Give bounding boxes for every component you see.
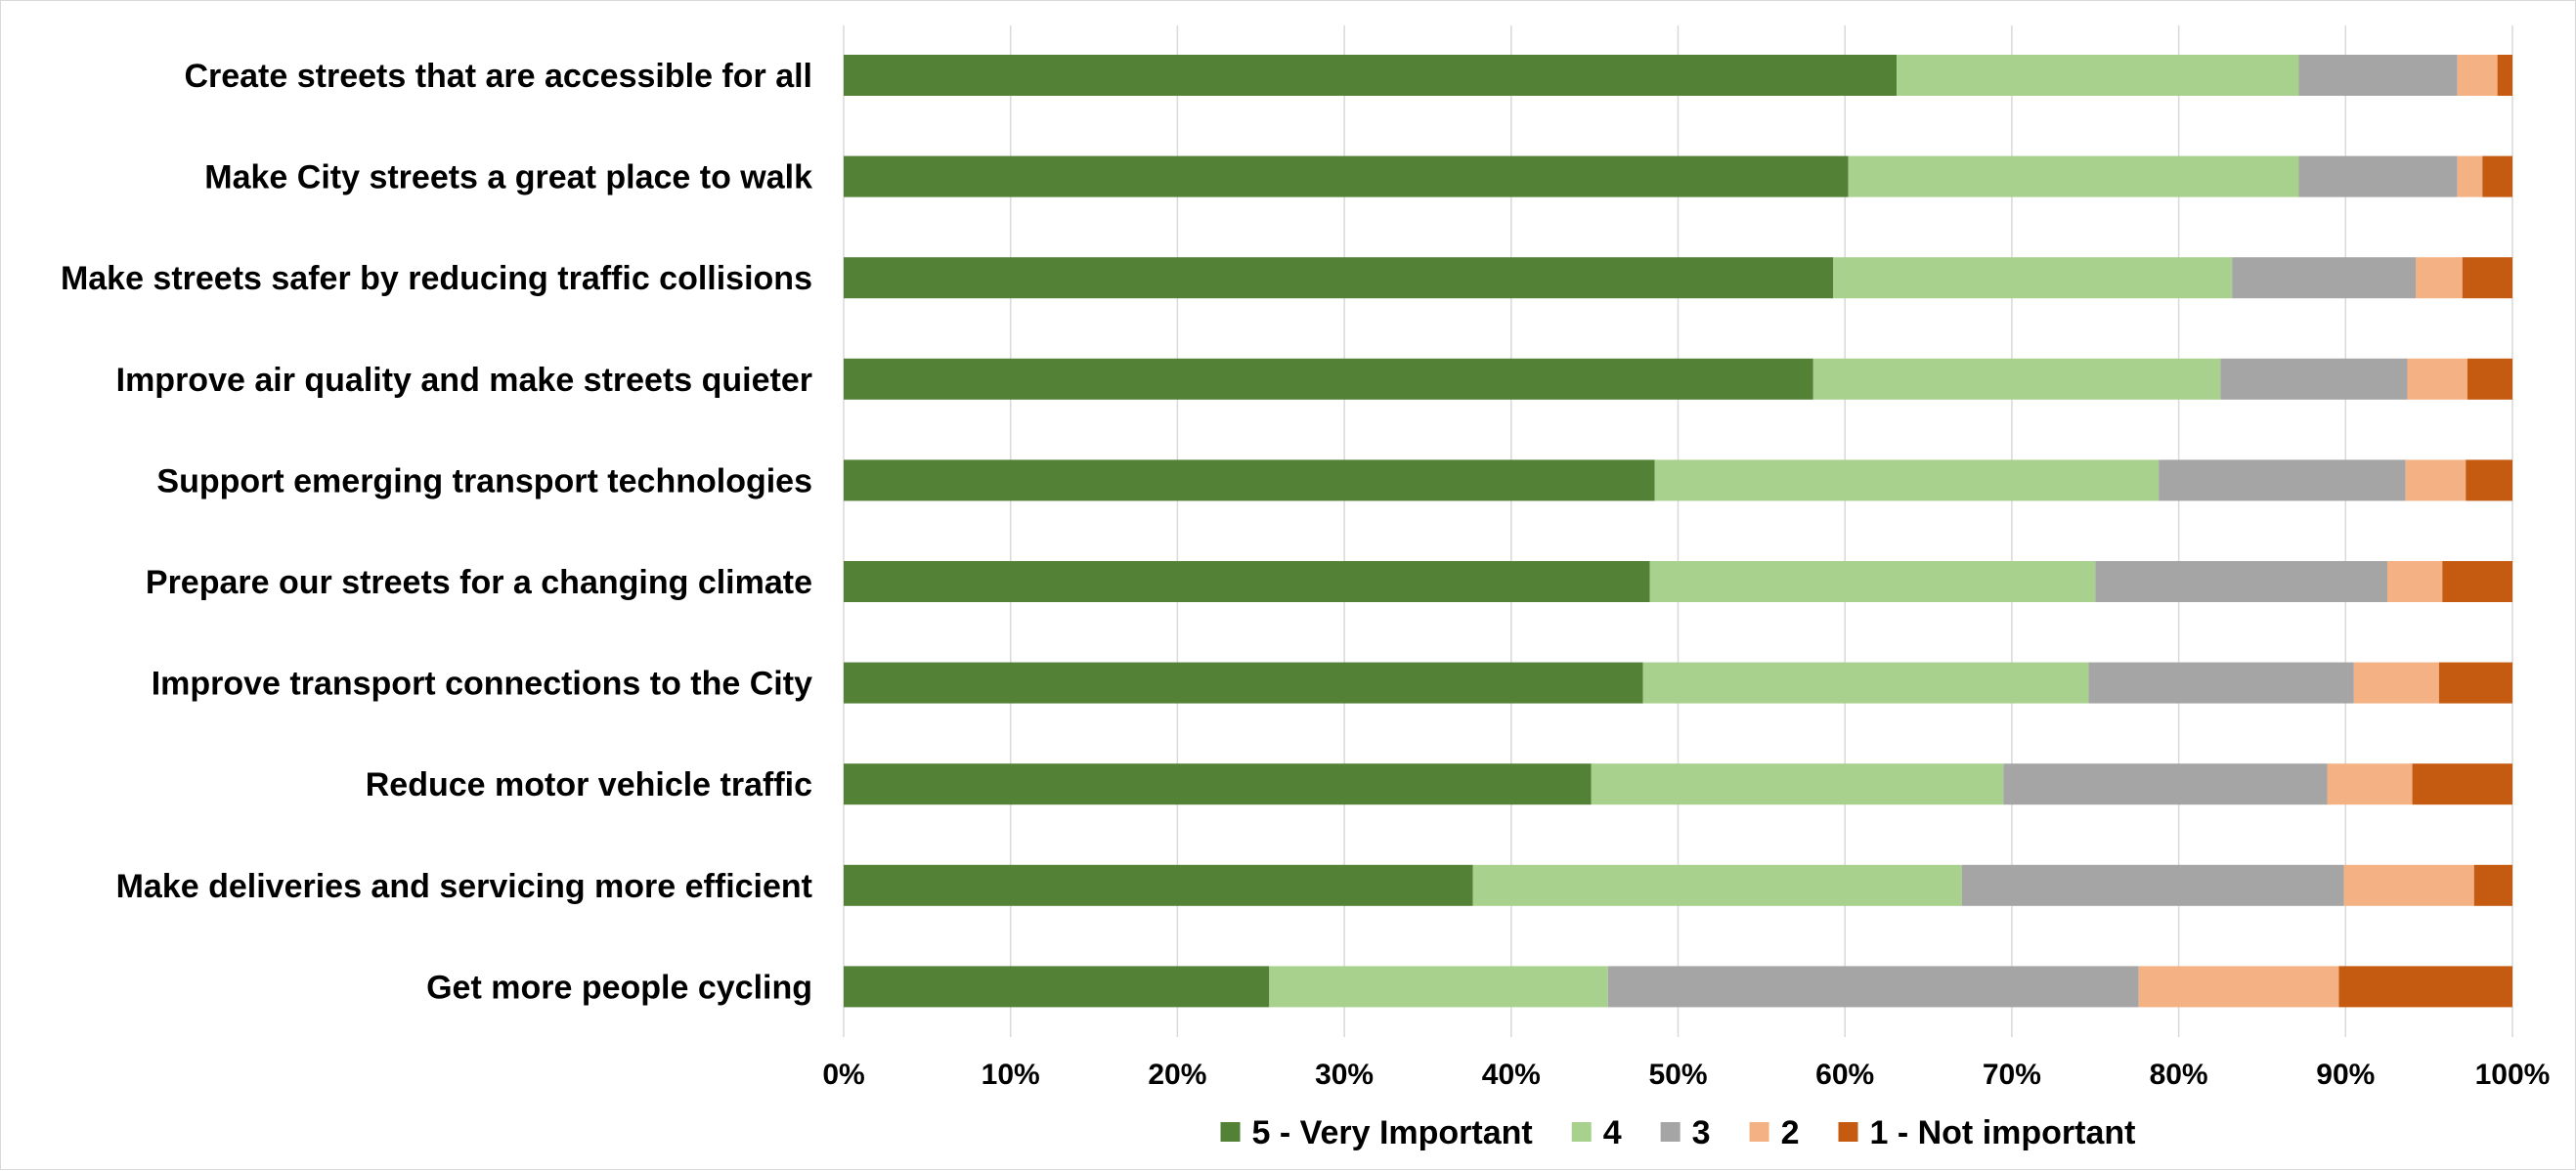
x-tick-label: 60%: [1815, 1059, 1874, 1091]
legend-label: 4: [1603, 1114, 1622, 1151]
category-label: Reduce motor vehicle traffic: [366, 766, 812, 803]
bar-segment: [844, 358, 1813, 400]
bar-segment: [2415, 257, 2463, 299]
bar-segment: [1654, 459, 2160, 501]
bar-segment: [2298, 155, 2458, 197]
legend-label: 2: [1781, 1114, 1800, 1151]
bar-segment: [844, 459, 1655, 501]
bar-segment: [2442, 561, 2512, 602]
category-label: Prepare our streets for a changing clima…: [146, 564, 812, 601]
bar-segment: [2473, 864, 2512, 906]
bar-segment: [2457, 155, 2483, 197]
x-tick-label: 0%: [822, 1059, 864, 1091]
bar-segment: [2327, 763, 2413, 805]
bar-segment: [1848, 155, 2299, 197]
bar-segment: [1607, 966, 2139, 1008]
x-tick-label: 70%: [1983, 1059, 2041, 1091]
legend-swatch: [1838, 1122, 1858, 1142]
bar-segment: [1472, 864, 1962, 906]
bar-segment: [2003, 763, 2328, 805]
bar-segment: [2467, 358, 2512, 400]
bar-segment: [1591, 763, 2004, 805]
bar-segment: [1897, 55, 2299, 96]
x-tick-label: 90%: [2316, 1059, 2375, 1091]
x-tick-label: 80%: [2150, 1059, 2208, 1091]
bar-segment: [2088, 662, 2354, 704]
category-labels: Create streets that are accessible for a…: [61, 58, 812, 1006]
bar-segment: [2159, 459, 2406, 501]
bar-segment: [844, 864, 1473, 906]
bar-segment: [2407, 358, 2467, 400]
bar-segment: [2438, 662, 2512, 704]
bar-segment: [2412, 763, 2512, 805]
x-tick-label: 40%: [1482, 1059, 1541, 1091]
bar-segment: [844, 257, 1834, 299]
bar-segment: [2482, 155, 2512, 197]
category-label: Make City streets a great place to walk: [204, 159, 812, 196]
bars: [844, 55, 2512, 1008]
bar-segment: [2343, 864, 2474, 906]
bar-segment: [2298, 55, 2458, 96]
x-tick-label: 100%: [2475, 1059, 2551, 1091]
bar-segment: [2338, 966, 2512, 1008]
bar-segment: [2405, 459, 2467, 501]
bar-segment: [2457, 55, 2498, 96]
x-tick-label: 30%: [1315, 1059, 1374, 1091]
bar-segment: [1833, 257, 2233, 299]
bar-segment: [844, 561, 1650, 602]
x-tick-label: 10%: [982, 1059, 1040, 1091]
bar-segment: [1812, 358, 2221, 400]
x-tick-label: 50%: [1648, 1059, 1707, 1091]
bar-segment: [2095, 561, 2387, 602]
bar-segment: [2466, 459, 2512, 501]
legend-swatch: [1571, 1122, 1592, 1142]
bar-segment: [2353, 662, 2439, 704]
bar-segment: [1642, 662, 2089, 704]
bar-segment: [2232, 257, 2416, 299]
bar-segment: [2386, 561, 2443, 602]
category-label: Improve air quality and make streets qui…: [116, 362, 812, 399]
category-label: Create streets that are accessible for a…: [184, 58, 812, 95]
bar-segment: [844, 55, 1898, 96]
bar-segment: [844, 662, 1643, 704]
legend: 5 - Very Important 4 3 2 1 - Not important: [1220, 1114, 2135, 1151]
category-label: Make streets safer by reducing traffic c…: [61, 260, 812, 297]
legend-label: 3: [1692, 1114, 1711, 1151]
bar-segment: [2138, 966, 2339, 1008]
bar-segment: [844, 966, 1270, 1008]
bar-segment: [1269, 966, 1608, 1008]
x-axis-tick-labels: 0% 10% 20% 30% 40% 50% 60% 70% 80% 90% 100%: [822, 1059, 2550, 1091]
bar-segment: [2220, 358, 2408, 400]
x-tick-label: 20%: [1148, 1059, 1206, 1091]
category-label: Make deliveries and servicing more effic…: [116, 868, 812, 905]
legend-swatch: [1220, 1122, 1241, 1142]
legend-swatch: [1749, 1122, 1769, 1142]
bar-segment: [1649, 561, 2096, 602]
category-label: Support emerging transport technologies: [156, 462, 812, 499]
bar-segment: [2462, 257, 2512, 299]
category-label: Improve transport connections to the Cit…: [152, 666, 812, 703]
legend-label: 5 - Very Important: [1252, 1114, 1533, 1151]
category-label: Get more people cycling: [426, 969, 812, 1006]
legend-swatch: [1660, 1122, 1681, 1142]
legend-label: 1 - Not important: [1869, 1114, 2135, 1151]
bar-segment: [844, 155, 1849, 197]
bar-segment: [844, 763, 1592, 805]
bar-segment: [1961, 864, 2344, 906]
bar-segment: [2497, 55, 2512, 96]
